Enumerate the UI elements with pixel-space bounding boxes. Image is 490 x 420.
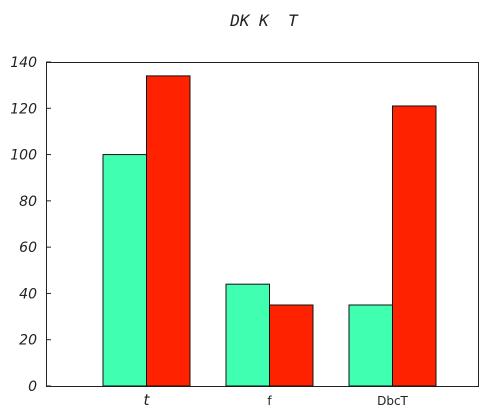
y-tick-label: 40 [19,286,37,302]
x-tick-label-t: t [144,391,151,409]
y-tick-label: 100 [10,148,37,164]
y-tick-label: 120 [10,101,37,117]
plot-area-frame [46,62,479,387]
bar-f-series-2 [269,304,314,387]
y-tick-label: 80 [19,194,37,210]
y-tick-label: 20 [19,333,37,349]
y-axis: 0 20 40 60 80 100 120 140 [10,55,51,395]
bar-series [102,75,437,387]
x-tick-label-DbcT: DbcT [377,394,408,408]
y-tick-label: 140 [10,55,37,71]
y-tick-label: 0 [28,379,37,395]
bar-t-series-2 [146,75,191,387]
bar-DbcT-series-2 [392,105,437,387]
bar-f-series-1 [225,283,270,387]
chart-title: DK K T [229,11,299,30]
x-tick-label-f: f [267,394,272,408]
bar-DbcT-series-1 [348,304,393,387]
x-axis: t f DbcT [144,391,409,409]
bar-t-series-1 [102,154,147,387]
y-tick-label: 60 [19,240,37,256]
